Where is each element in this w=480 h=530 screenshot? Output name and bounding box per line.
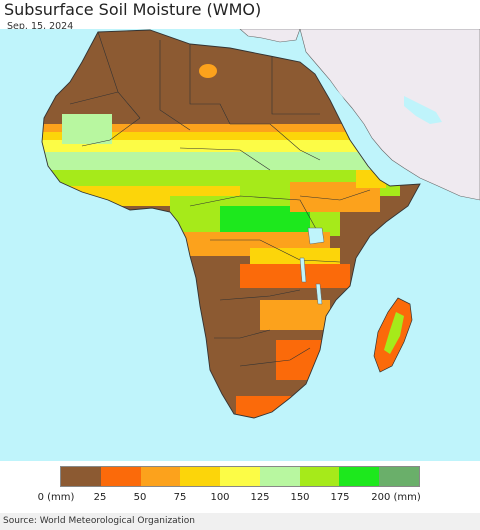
legend-swatch-150-175 xyxy=(299,467,340,486)
legend-swatch-75-100 xyxy=(180,467,221,486)
map-date: Sep. 15, 2024 xyxy=(7,21,74,32)
lake-victoria xyxy=(307,227,325,245)
legend-swatch-125-150 xyxy=(259,467,300,486)
legend-swatch-100-125 xyxy=(220,467,260,486)
africa-outline xyxy=(41,29,421,419)
source-footer: Source: World Meteorological Organizatio… xyxy=(0,513,480,530)
legend-labels: 0 (mm) 25 50 75 100 125 150 175 200 (mm) xyxy=(0,492,480,506)
legend-tick-label: 50 xyxy=(133,492,147,503)
map-svg xyxy=(0,29,480,461)
legend-tick-label: 25 xyxy=(93,492,107,503)
country-borders xyxy=(69,31,371,367)
legend-unit-label: 0 (mm) xyxy=(37,492,75,503)
europe-edge xyxy=(239,29,301,43)
persian-gulf xyxy=(404,96,442,124)
legend-swatch-25-50 xyxy=(100,467,141,486)
legend-tick-label: 150 xyxy=(290,492,310,503)
soil-moisture-map xyxy=(0,29,480,461)
middle-east-landmass xyxy=(299,29,480,201)
legend-swatch-175-200 xyxy=(339,467,380,486)
legend-tick-label: 100 xyxy=(210,492,230,503)
legend-tick-label: 175 xyxy=(330,492,350,503)
legend-swatch-0-25 xyxy=(61,467,101,486)
lake-malawi xyxy=(315,283,323,305)
legend-swatch-50-75 xyxy=(140,467,181,486)
lake-tanganyika xyxy=(299,257,307,283)
red-sea xyxy=(326,82,378,160)
legend-color-bar xyxy=(60,466,420,487)
legend-tick-label: 200 (mm) xyxy=(371,492,421,503)
map-title: Subsurface Soil Moisture (WMO) xyxy=(4,0,262,19)
madagascar-east-band xyxy=(384,312,404,354)
legend-tick-label: 75 xyxy=(173,492,187,503)
legend-swatch-200-plus xyxy=(379,467,420,486)
legend-tick-label: 125 xyxy=(250,492,270,503)
